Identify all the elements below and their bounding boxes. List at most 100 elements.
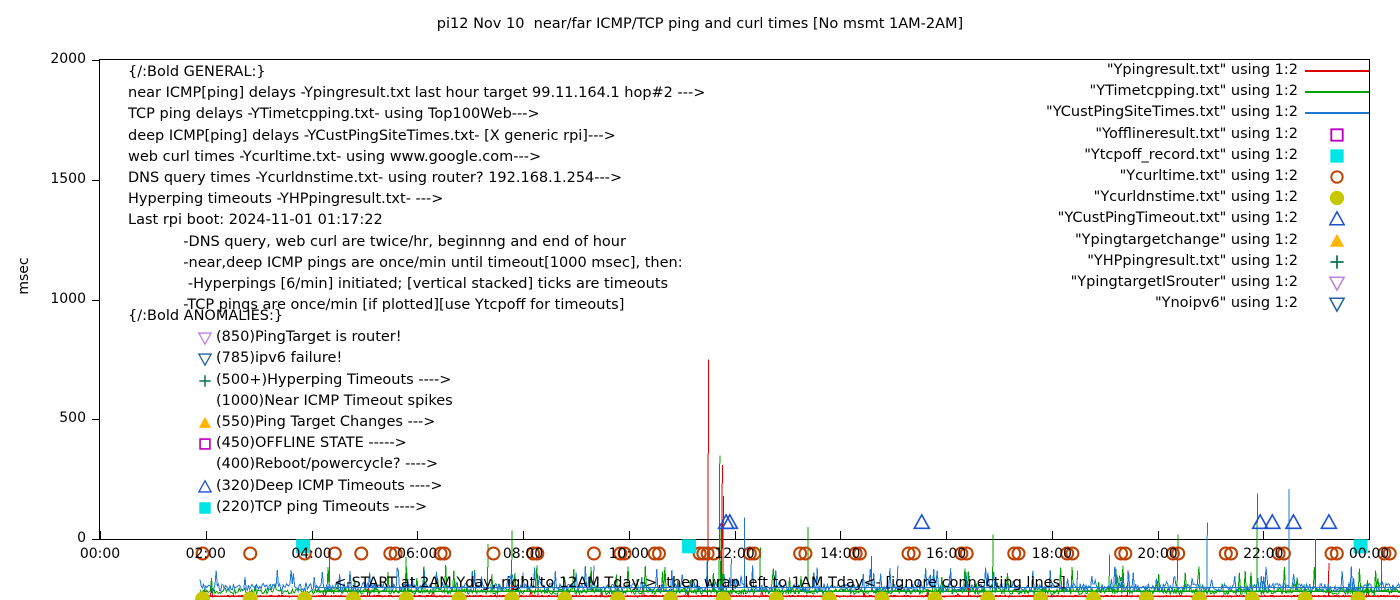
marker-web-curl-time xyxy=(692,546,707,561)
marker-web-curl-time xyxy=(852,546,867,561)
general-line: Hyperping timeouts -YHPpingresult.txt- -… xyxy=(128,191,444,208)
anomalies-legend-block: {/:Bold ANOMALIES:} (850)PingTarget is ro… xyxy=(128,306,453,518)
marker-web-curl-time xyxy=(486,546,501,561)
legend-key-deep-icmp-timeout-icon xyxy=(1302,208,1372,229)
marker-dns-query-time xyxy=(1350,591,1366,600)
y-tick-label: 2000 xyxy=(50,51,86,67)
marker-dns-query-time xyxy=(297,591,313,600)
marker-dns-query-time xyxy=(1244,591,1260,600)
marker-web-curl-time xyxy=(647,546,662,561)
plot-frame xyxy=(99,59,1370,540)
y-tick-label: 0 xyxy=(77,530,86,546)
marker-tcp-ping-timeout xyxy=(1353,539,1368,554)
anomaly-label: (220)TCP ping Timeouts ----> xyxy=(216,498,428,515)
x-tick-label: 02:00 xyxy=(185,546,226,562)
anomaly-symbol-open-triangle-up-icon xyxy=(194,476,216,497)
marker-dns-query-time xyxy=(821,591,837,600)
marker-web-curl-time xyxy=(530,546,545,561)
legend-label: "Ynoipv6" using 1:2 xyxy=(1154,295,1298,312)
general-heading: {/:Bold GENERAL:} xyxy=(128,64,266,80)
anomaly-row: (850)PingTarget is router! xyxy=(128,327,402,348)
x-tick-mark xyxy=(946,531,947,539)
marker-dns-query-time xyxy=(504,591,520,600)
general-line: -DNS query, web curl are twice/hr, begin… xyxy=(128,233,626,250)
legend-label: "YTimetcpping.txt" using 1:2 xyxy=(1089,83,1298,100)
x-tick-label: 22:00 xyxy=(1243,546,1284,562)
marker-deep-icmp-timeout xyxy=(1284,513,1303,530)
marker-web-curl-time xyxy=(696,546,711,561)
x-tick-mark xyxy=(417,531,419,539)
marker-deep-icmp-timeout xyxy=(1251,513,1270,530)
marker-tcp-ping-timeout xyxy=(682,539,697,554)
marker-web-curl-time xyxy=(243,546,258,561)
general-line: deep ICMP[ping] delays -YCustPingSiteTim… xyxy=(128,127,616,144)
legend-label: "Ycurldnstime.txt" using 1:2 xyxy=(1093,189,1298,206)
anomaly-label: (550)Ping Target Changes ---> xyxy=(216,413,436,430)
general-line: -TCP pings are once/min [if plotted][use… xyxy=(128,297,625,314)
marker-dns-query-time xyxy=(980,591,996,600)
general-line: web curl times -Ycurltime.txt- using www… xyxy=(128,148,542,165)
marker-dns-query-time xyxy=(451,591,467,600)
marker-dns-query-time xyxy=(1033,591,1049,600)
series-markers xyxy=(195,513,1397,600)
marker-web-curl-time xyxy=(433,546,448,561)
legend-item-offline-state: "Yofflineresult.txt" using 1:2 xyxy=(986,124,1372,145)
marker-dns-query-time xyxy=(663,591,679,600)
legend-item-hyperping-timeouts: "YHPpingresult.txt" using 1:2 xyxy=(986,251,1372,272)
marker-deep-icmp-timeout xyxy=(912,513,931,530)
legend-key-deep-icmp-ping-icon xyxy=(1302,102,1372,123)
anomaly-row: (320)Deep ICMP Timeouts ----> xyxy=(128,476,443,497)
marker-web-curl-time xyxy=(1271,546,1286,561)
marker-dns-query-time xyxy=(874,591,890,600)
x-axis-label: <-START at 2AM Yday, right to 12AM Tday-… xyxy=(334,575,1066,591)
marker-web-curl-time xyxy=(1065,546,1080,561)
marker-web-curl-time xyxy=(1171,546,1186,561)
general-line: near ICMP[ping] delays -Ypingresult.txt … xyxy=(128,85,706,102)
marker-dns-query-time xyxy=(610,591,626,600)
x-tick-mark xyxy=(1263,531,1265,539)
marker-dns-query-time xyxy=(195,591,211,600)
legend-item-dns-query-time: "Ycurldnstime.txt" using 1:2 xyxy=(986,187,1372,208)
legend-item-deep-icmp-timeout: "YCustPingTimeout.txt" using 1:2 xyxy=(986,208,1372,229)
y-tick-label: 1000 xyxy=(50,290,86,307)
legend-label: "Ycurltime.txt" using 1:2 xyxy=(1119,167,1298,184)
legend-key-web-curl-time-icon xyxy=(1302,166,1372,187)
legend-key-hyperping-timeouts-icon xyxy=(1302,251,1372,272)
legend-key-ping-target-is-router-icon xyxy=(1302,272,1372,293)
general-line: Last rpi boot: 2024-11-01 01:17:22 xyxy=(128,212,383,229)
legend-item-no-ipv6: "Ynoipv6" using 1:2 xyxy=(986,293,1372,314)
legend-item-tcp-ping-timeout: "Ytcpoff_record.txt" using 1:2 xyxy=(986,145,1372,166)
marker-web-curl-time xyxy=(1324,546,1339,561)
anomaly-label: (400)Reboot/powercycle? ----> xyxy=(216,456,439,473)
marker-dns-query-time xyxy=(1086,591,1102,600)
anomaly-label: (500+)Hyperping Timeouts ----> xyxy=(216,371,452,388)
marker-dns-query-time xyxy=(1138,591,1154,600)
anomaly-symbol-plus-icon xyxy=(194,370,216,391)
anomaly-symbol-none-icon xyxy=(194,391,216,412)
marker-web-curl-time xyxy=(906,546,921,561)
anomaly-label: (1000)Near ICMP Timeout spikes xyxy=(216,392,453,409)
marker-web-curl-time xyxy=(195,546,210,561)
marker-web-curl-time xyxy=(1060,546,1075,561)
legend-label: "Ytcpoff_record.txt" using 1:2 xyxy=(1084,146,1298,163)
x-tick-label: 04:00 xyxy=(291,546,332,562)
anomaly-symbol-open-triangle-down-icon xyxy=(194,348,216,369)
marker-dns-query-time xyxy=(398,591,414,600)
legend-label: "YCustPingSiteTimes.txt" using 1:2 xyxy=(1046,104,1298,121)
marker-web-curl-time xyxy=(1011,546,1026,561)
anomalies-heading: {/:Bold ANOMALIES:} xyxy=(128,308,284,324)
general-line: DNS query times -Ycurldnstime.txt- using… xyxy=(128,170,623,187)
legend-label: "Ypingtargetchange" using 1:2 xyxy=(1075,231,1298,248)
legend-key-ping-target-change-icon xyxy=(1302,230,1372,251)
x-tick-label: 00:00 xyxy=(79,546,121,562)
anomaly-row: (500+)Hyperping Timeouts ----> xyxy=(128,370,451,391)
marker-deep-icmp-timeout xyxy=(720,513,739,530)
x-tick-mark xyxy=(734,531,736,539)
page-title: pi12 Nov 10 near/far ICMP/TCP ping and c… xyxy=(436,16,964,32)
x-tick-mark xyxy=(1369,531,1370,539)
anomaly-symbol-filled-triangle-up-icon xyxy=(194,412,216,433)
x-tick-label: 20:00 xyxy=(1137,546,1178,562)
marker-web-curl-time xyxy=(747,546,762,561)
x-tick-label: 12:00 xyxy=(714,546,755,562)
legend-key-no-ipv6-icon xyxy=(1302,293,1372,314)
